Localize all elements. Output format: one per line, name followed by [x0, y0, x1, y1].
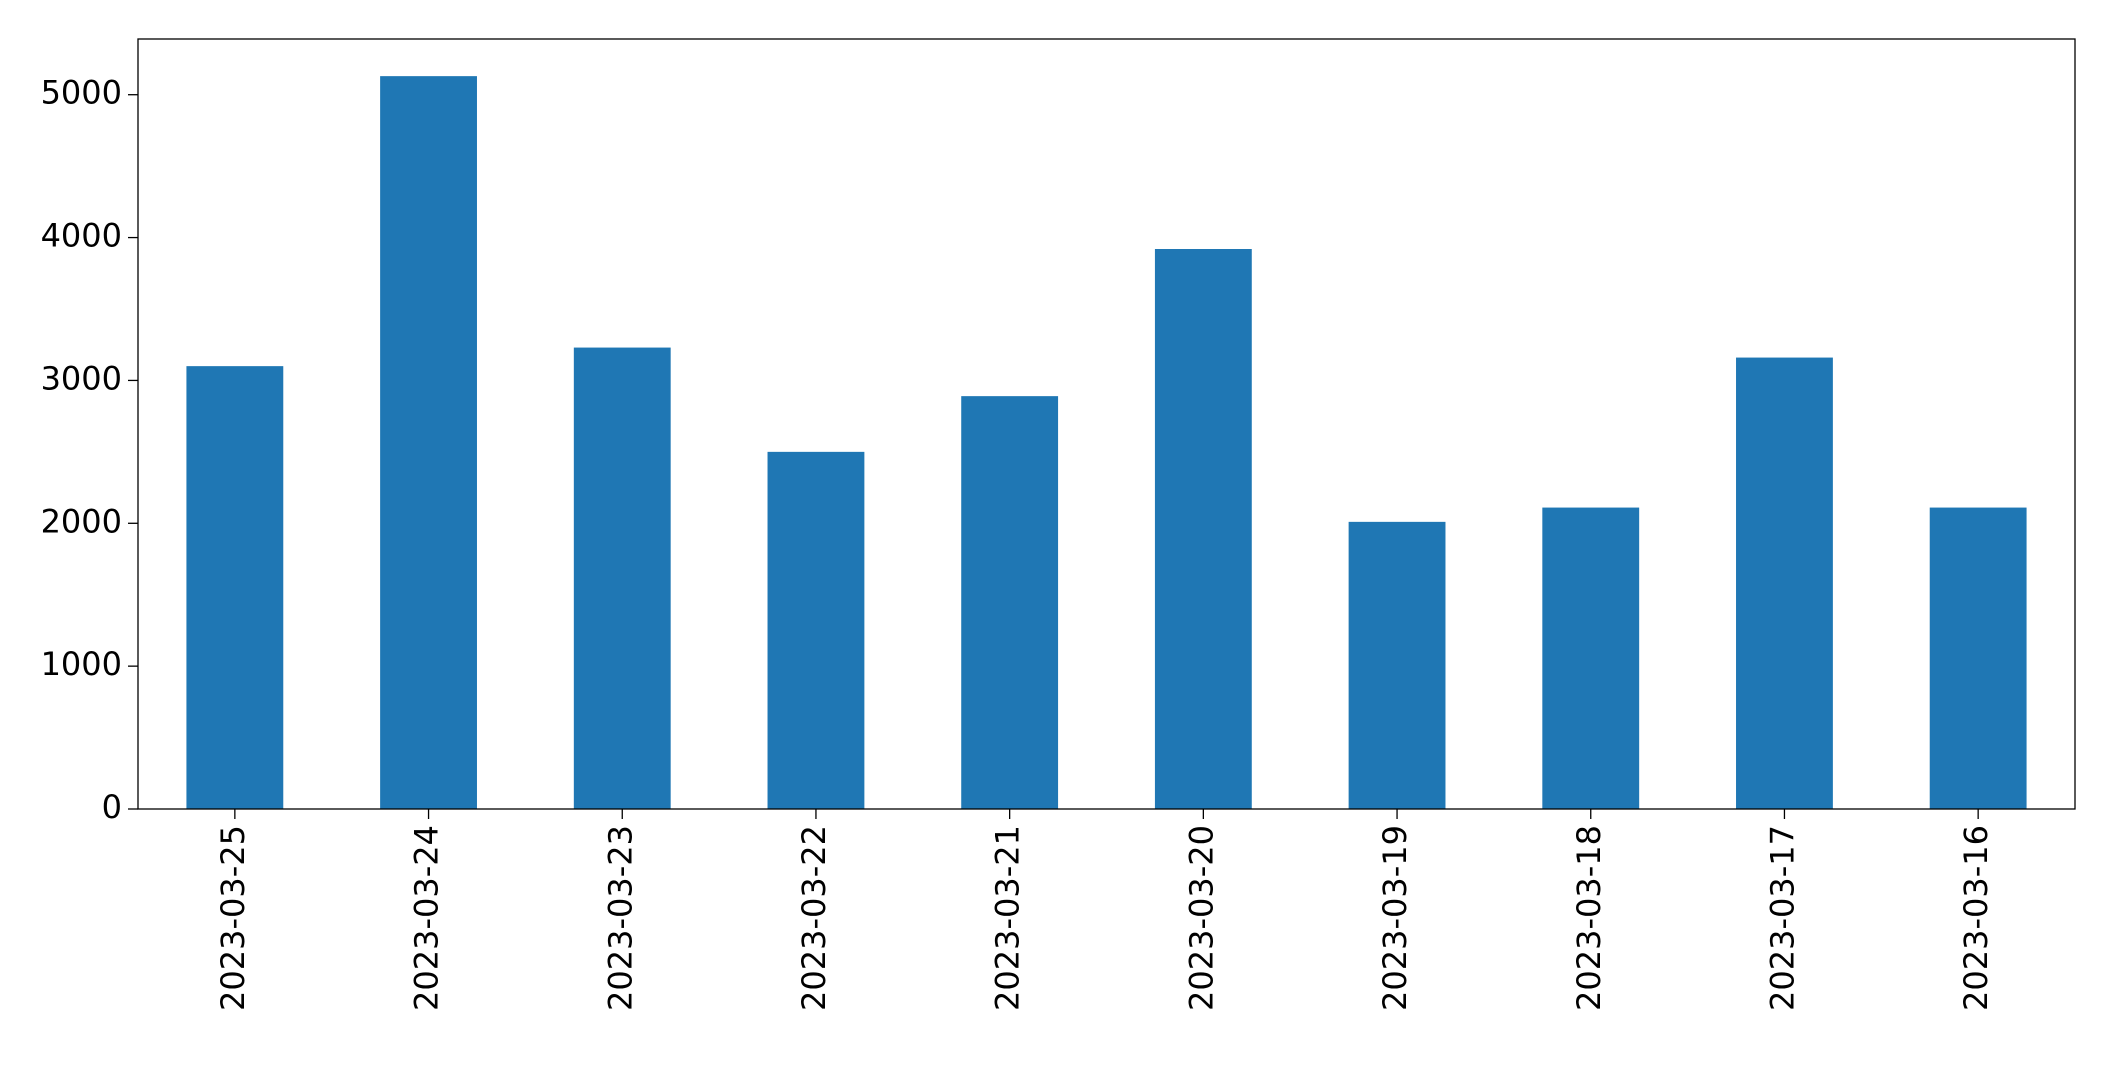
x-tick-label: 2023-03-22 [795, 825, 833, 1011]
y-tick-label: 2000 [41, 502, 122, 540]
x-tick-label: 2023-03-19 [1376, 825, 1414, 1011]
y-tick-label: 1000 [41, 645, 122, 683]
x-tick-label: 2023-03-23 [601, 825, 639, 1011]
x-tick-label: 2023-03-20 [1182, 825, 1220, 1011]
bar [1929, 507, 2027, 809]
bar [1154, 249, 1252, 809]
x-tick-label: 2023-03-18 [1570, 825, 1608, 1011]
x-tick-label: 2023-03-24 [408, 825, 446, 1011]
bar [767, 451, 865, 809]
y-tick-label: 0 [102, 788, 122, 826]
x-tick-label: 2023-03-16 [1957, 825, 1995, 1011]
x-tick-label: 2023-03-21 [989, 825, 1027, 1011]
y-tick-label: 5000 [41, 74, 122, 112]
y-tick-label: 3000 [41, 359, 122, 397]
bar [1348, 521, 1446, 809]
y-tick-label: 4000 [41, 217, 122, 255]
plot-frame [137, 38, 2076, 810]
bar [1542, 507, 1640, 809]
x-tick-label: 2023-03-25 [214, 825, 252, 1011]
bar [186, 366, 284, 809]
x-tick-label: 2023-03-17 [1763, 825, 1801, 1011]
bar [961, 396, 1059, 809]
bar [1736, 357, 1833, 809]
bar [380, 76, 477, 809]
bar [573, 347, 671, 809]
